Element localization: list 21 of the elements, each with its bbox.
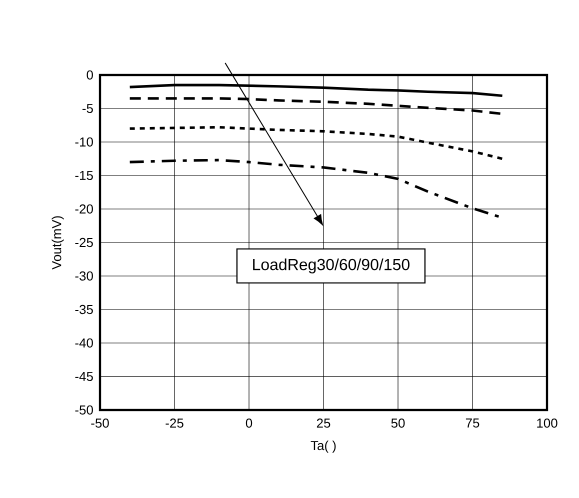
y-tick-label: -40 — [75, 338, 93, 348]
y-tick-label: -45 — [75, 372, 93, 382]
x-tick-label: 100 — [537, 418, 558, 428]
y-tick-label: -30 — [75, 271, 93, 281]
y-tick-label: -35 — [75, 304, 93, 314]
y-tick-label: -10 — [75, 137, 93, 147]
x-axis-title: Ta( ) — [310, 440, 336, 453]
y-axis-title: Vout(mV) — [52, 216, 64, 270]
x-tick-label: 75 — [466, 418, 480, 428]
x-tick-label: 50 — [391, 418, 405, 428]
y-tick-label: -25 — [75, 238, 93, 248]
x-tick-label: 25 — [316, 418, 330, 428]
x-tick-label: -50 — [91, 418, 109, 428]
y-tick-label: -5 — [82, 104, 93, 114]
annotation: LoadReg30/60/90/150 — [253, 258, 410, 274]
x-tick-label: -25 — [166, 418, 184, 428]
y-tick-label: -50 — [75, 405, 93, 415]
x-tick-label: 0 — [246, 418, 252, 428]
y-tick-label: 0 — [86, 70, 93, 80]
y-tick-label: -15 — [75, 170, 93, 180]
y-tick-label: -20 — [75, 204, 93, 214]
